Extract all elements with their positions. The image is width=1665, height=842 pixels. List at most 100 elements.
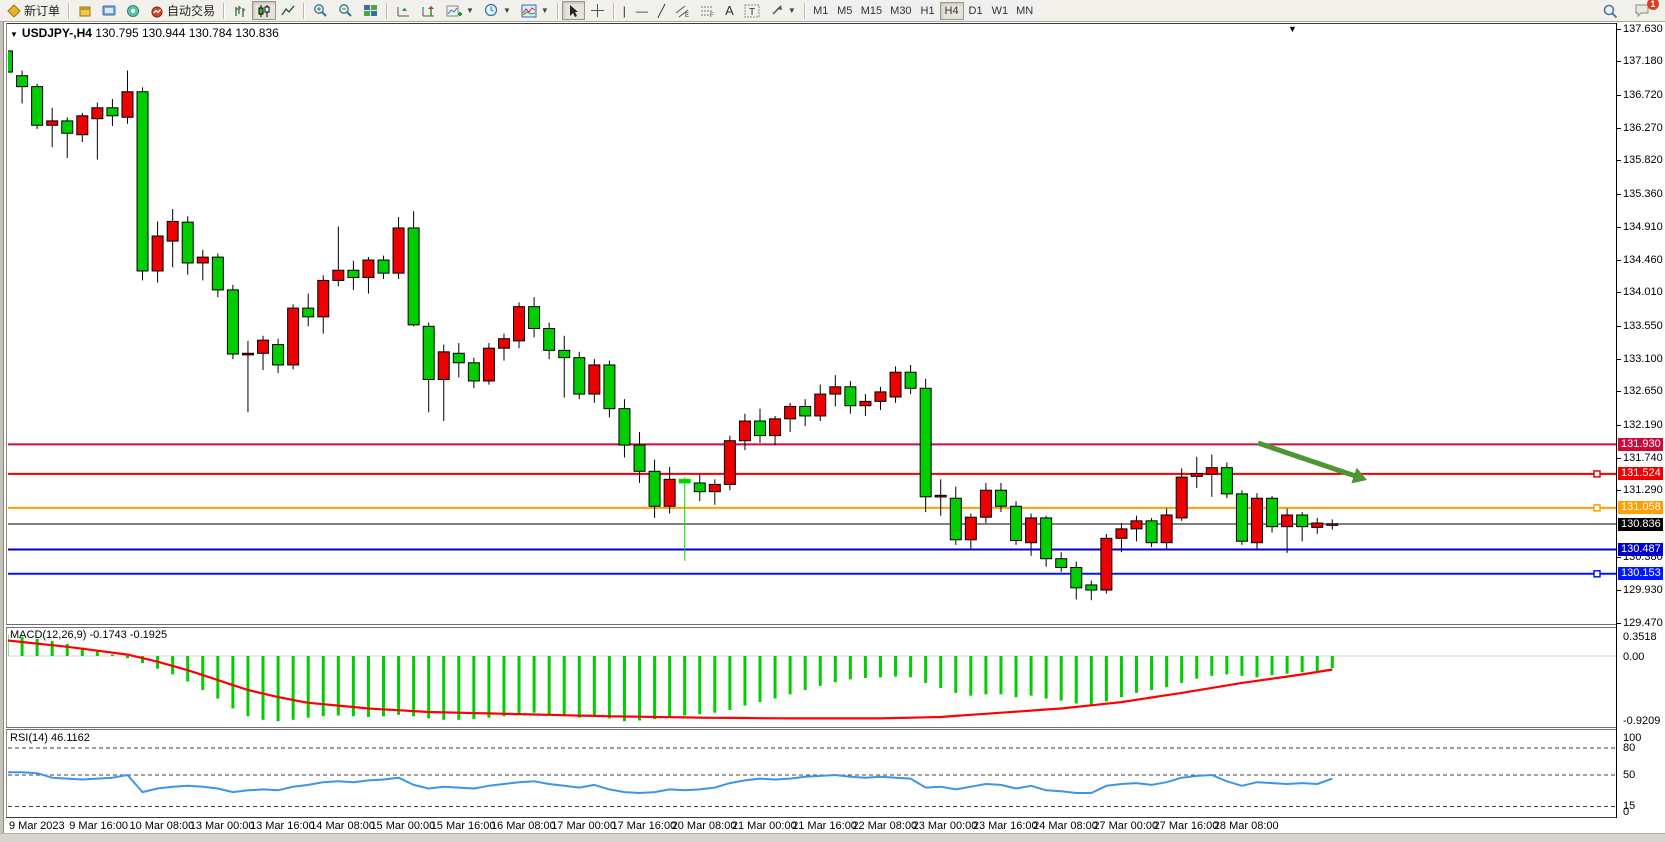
navigator-button[interactable] (121, 1, 145, 20)
zoom-out-button[interactable] (333, 1, 358, 20)
candle-bear (61, 120, 74, 134)
fibonacci-tool-button[interactable]: F (695, 1, 720, 20)
time-axis-label: 27 Mar 00:00 (1093, 820, 1159, 832)
panel-separator[interactable] (6, 727, 1616, 730)
timeframe-button-D1[interactable]: D1 (963, 2, 988, 20)
timeframe-button-H4[interactable]: H4 (939, 2, 964, 20)
line-chart-button[interactable] (276, 1, 300, 20)
timeframe-button-M5[interactable]: M5 (832, 2, 857, 20)
candle-bear (467, 362, 480, 382)
candle-bull (723, 440, 736, 485)
price-tick-label: 134.910 (1623, 220, 1663, 233)
timeframe-button-W1[interactable]: W1 (987, 2, 1013, 20)
price-label-131.058: 131.058 (1618, 501, 1663, 515)
price-tick-label: 132.650 (1623, 385, 1663, 398)
crosshair-tool-button[interactable] (585, 1, 610, 20)
toolbar-separator (68, 2, 71, 19)
toolbar-separator (803, 2, 806, 19)
bar-chart-button[interactable] (228, 1, 252, 20)
line-handle-131.058[interactable] (1593, 504, 1601, 512)
time-axis-label: 13 Mar 16:00 (249, 820, 315, 832)
candle-bear (1266, 497, 1279, 528)
chart-autoscroll-button[interactable] (391, 1, 416, 20)
profile-icon (79, 6, 91, 16)
macd-panel[interactable] (8, 628, 1616, 727)
candle-bear (136, 91, 149, 272)
label-tool-button[interactable]: T (739, 1, 765, 20)
macd-scale-label: -0.9209 (1623, 715, 1661, 727)
candle-bear (106, 107, 119, 117)
timeframe-button-H1[interactable]: H1 (915, 2, 940, 20)
search-button[interactable] (1597, 1, 1623, 20)
text-tool-button[interactable]: A (720, 1, 739, 20)
auto-trading-label: 自动交易 (167, 4, 216, 18)
time-axis-label: 28 Mar 08:00 (1213, 820, 1279, 832)
price-tick-dash (1617, 61, 1621, 63)
chart-shift-button[interactable] (416, 1, 441, 20)
trend-arrow-annotation[interactable] (1257, 440, 1359, 480)
timeframe-button-MN[interactable]: MN (1012, 2, 1038, 20)
candle-bull (241, 352, 254, 356)
candle-bear (1145, 520, 1158, 544)
time-axis-label: 23 Mar 00:00 (912, 820, 978, 832)
candle-bear (16, 75, 29, 88)
candle-bull (874, 391, 887, 402)
tile-windows-button[interactable] (358, 1, 383, 20)
candle-bull (76, 115, 89, 136)
indicators-button[interactable]: ▼ (441, 1, 479, 20)
macd-scale-label: 0.3518 (1623, 631, 1657, 643)
chart-profile-button[interactable] (73, 1, 97, 20)
chart-shift-marker[interactable]: ▼ (1288, 24, 1297, 34)
price-axis[interactable]: 137.630 137.180 136.720 136.270 135.820 135.3… (1617, 23, 1665, 833)
macd-scale-label: 0.00 (1623, 651, 1645, 663)
ohlc-values: 130.795 130.944 130.784 130.836 (95, 26, 279, 40)
candle-bull (257, 339, 270, 354)
price-axis-line (1616, 23, 1617, 818)
candle-bear (528, 306, 541, 330)
templates-button[interactable]: ▼ (516, 1, 554, 20)
channel-tool-button[interactable]: E (670, 1, 695, 20)
time-axis-label: 17 Mar 16:00 (611, 820, 677, 832)
rsi-scale-label: 50 (1623, 769, 1636, 781)
price-tick-label: 134.460 (1623, 253, 1663, 266)
timeframe-button-M1[interactable]: M1 (808, 2, 833, 20)
periods-button[interactable]: ▼ (479, 1, 516, 20)
price-tick-dash (1617, 325, 1621, 327)
candle-bull (889, 371, 902, 398)
candle-bull (121, 91, 134, 118)
horizontal-line-tool-button[interactable]: — (631, 1, 653, 20)
cursor-tool-button[interactable] (561, 1, 585, 20)
line-handle-131.524[interactable] (1593, 470, 1601, 478)
time-axis-label: 23 Mar 16:00 (972, 820, 1038, 832)
trendline-tool-button[interactable]: ╱ (653, 1, 670, 20)
time-axis-label: 10 Mar 08:00 (129, 820, 195, 832)
templates-icon (521, 4, 537, 17)
price-tick-dash (1617, 193, 1621, 195)
candle-bear (452, 352, 465, 364)
chart-frame-left (6, 23, 7, 818)
toolbar: 新订单 自动交易 (0, 0, 1665, 22)
price-chart[interactable] (8, 24, 1616, 625)
fibonacci-icon: F (701, 6, 714, 18)
auto-trading-button[interactable]: 自动交易 (145, 1, 220, 20)
symbol-dropdown-marker[interactable]: ▼ (10, 30, 18, 39)
candlestick-chart-button[interactable] (252, 1, 277, 20)
window-edge (0, 22, 4, 842)
vertical-line-tool-button[interactable]: | (618, 1, 631, 20)
price-tick-label: 132.190 (1623, 418, 1663, 431)
candle-bull (1025, 517, 1038, 544)
arrows-tool-button[interactable]: ▼ (765, 1, 801, 20)
candle-bull (1250, 497, 1263, 544)
rsi-panel[interactable] (8, 730, 1616, 817)
line-chart-icon (281, 5, 295, 15)
zoom-in-button[interactable] (308, 1, 333, 20)
panel-separator[interactable] (6, 624, 1616, 628)
line-handle-130.153[interactable] (1593, 570, 1601, 578)
symbol-timeframe: USDJPY-,H4 (21, 26, 92, 40)
timeframe-button-M15[interactable]: M15 (856, 2, 887, 20)
timeframe-button-M30[interactable]: M30 (886, 2, 916, 20)
market-watch-button[interactable] (97, 1, 121, 20)
new-order-button[interactable]: 新订单 (2, 1, 65, 20)
navigator-icon (127, 4, 140, 17)
notifications-button[interactable]: 1 (1629, 0, 1659, 20)
